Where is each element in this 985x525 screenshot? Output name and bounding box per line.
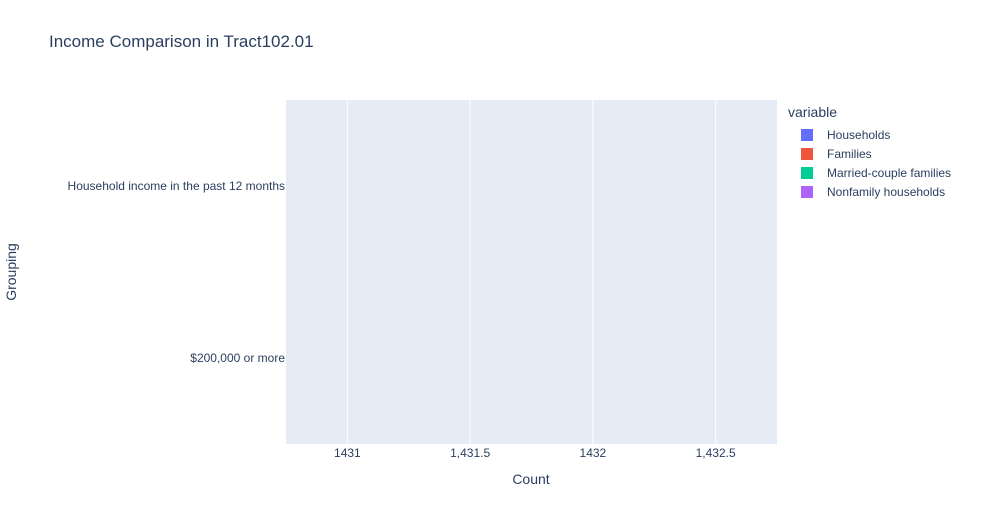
legend-label: Married-couple families [827, 165, 952, 180]
plot-area [286, 100, 777, 444]
x-tick-label: 1431 [334, 446, 361, 460]
gridlines [346, 100, 717, 444]
x-tick-label: 1,432.5 [695, 446, 736, 460]
legend-items: Households Families Married-couple familie… [788, 125, 951, 201]
legend-label: Families [827, 146, 872, 161]
legend-swatch [801, 128, 813, 141]
legend-item[interactable]: Nonfamily households [788, 182, 951, 201]
x-tick-label: 1432 [579, 446, 607, 460]
legend: variable Households Families Married-coupl… [788, 104, 951, 201]
y-tick-label: Household income in the past 12 months [67, 179, 285, 193]
legend-item[interactable]: Households [788, 125, 951, 144]
y-tick-label: $200,000 or more [190, 351, 285, 365]
legend-swatch [801, 166, 813, 179]
legend-label: Nonfamily households [827, 184, 946, 199]
legend-item[interactable]: Married-couple families [788, 163, 951, 182]
y-axis-title: Grouping [3, 243, 19, 301]
legend-swatch [801, 185, 813, 198]
legend-item[interactable]: Families [788, 144, 951, 163]
x-axis-title: Count [512, 471, 550, 487]
legend-swatch [801, 147, 813, 160]
x-tick-label: 1,431.5 [450, 446, 491, 460]
legend-label: Households [827, 127, 891, 142]
legend-title: variable [788, 104, 838, 120]
chart-title: Income Comparison in Tract102.01 [49, 32, 314, 51]
